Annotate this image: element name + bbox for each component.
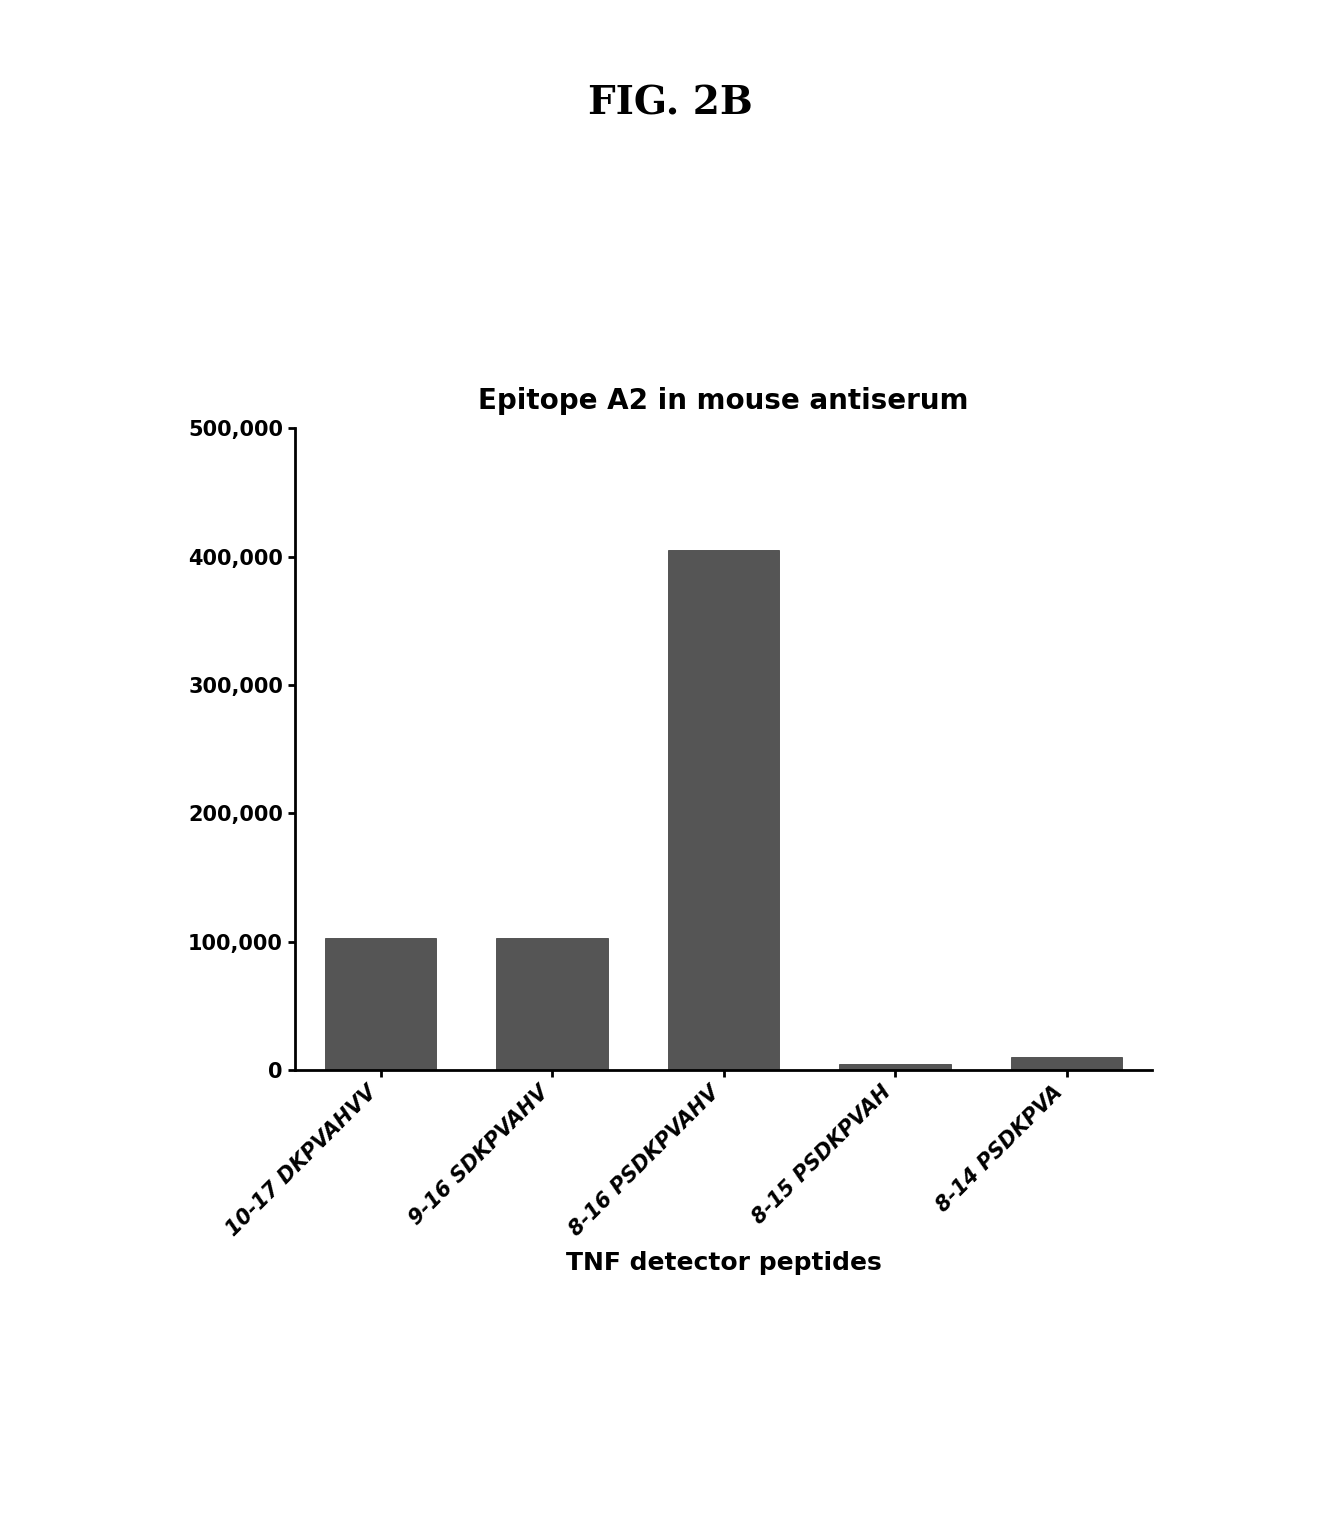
X-axis label: TNF detector peptides: TNF detector peptides [565,1251,882,1275]
Title: Epitope A2 in mouse antiserum: Epitope A2 in mouse antiserum [478,387,969,414]
Bar [1010,1058,1123,1070]
Bar [667,550,780,1070]
Bar [839,1064,951,1070]
Text: FIG. 2B: FIG. 2B [588,84,752,122]
Bar [496,937,608,1070]
Bar [324,937,437,1070]
